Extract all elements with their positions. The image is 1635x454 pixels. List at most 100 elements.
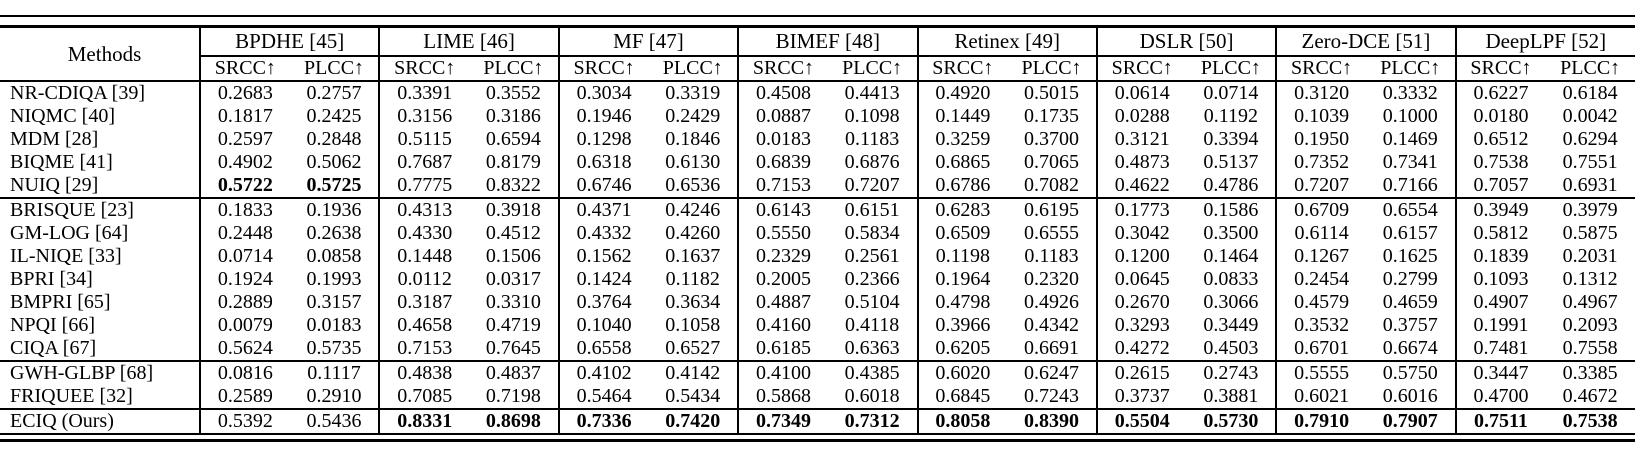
metric-header: PLCC↑ [1186,56,1277,82]
value-cell: 0.4330 [378,222,470,245]
value-cell: 0.7166 [1382,174,1438,196]
value-cell: 0.5834 [844,222,900,244]
metric-header: PLCC↑ [827,56,918,82]
value-cell: 0.4622 [1095,174,1187,198]
value-cell: 0.5730 [1186,408,1277,434]
value-cell: 0.3332 [1382,82,1438,104]
value-cell: 0.7207 [844,174,900,196]
value-cell: 0.1464 [1203,245,1259,267]
value-cell: 0.3532 [1275,314,1366,337]
value-cell: 0.7538 [1545,408,1635,434]
column-group-header: DSLR [50] [1095,28,1277,57]
value-cell: 0.6554 [1365,197,1456,222]
value-cell: 0.7481 [1454,337,1546,361]
value-cell: 0.1950 [1275,128,1366,151]
value-cell: 0.3449 [1203,314,1259,336]
value-cell: 0.1449 [916,105,1008,128]
value-cell: 0.7420 [648,408,739,434]
metric-header: PLCC↑ [648,56,739,82]
column-group-row: Methods BPDHE [45] LIME [46] MF [47] BIMEF … [0,28,1635,82]
metric-header: PLCC↑ [1007,56,1097,82]
value-cell: 0.4926 [1024,291,1080,313]
value-cell: 0.5464 [557,385,649,409]
value-cell: 0.1200 [1095,245,1187,268]
value-cell: 0.1946 [557,105,649,128]
table-row: ECIQ (Ours) 0.5392 0.5436 0.8331 0.8698 0.733… [0,408,1635,434]
value-cell: 0.7349 [737,408,828,434]
value-cell: 0.6195 [1007,197,1097,222]
value-cell: 0.1586 [1186,197,1277,222]
value-cell: 0.1117 [289,360,380,385]
value-cell: 0.3918 [469,197,559,222]
results-table: Methods BPDHE [45] LIME [46] MF [47] BIMEF … [0,28,1635,435]
value-cell: 0.3042 [1095,222,1187,245]
value-cell: 0.1625 [1382,245,1438,267]
table-row: FRIQUEE [32] 0.2589 0.2910 0.7085 0.7198 0.54… [0,385,1635,409]
value-cell: 0.4837 [469,360,559,385]
value-cell: 0.4272 [1095,337,1187,361]
value-cell: 0.4332 [557,222,649,245]
value-cell: 0.7558 [1562,337,1618,359]
value-cell: 0.5062 [306,151,362,173]
value-cell: 0.2848 [306,128,362,150]
value-cell: 0.5750 [1365,360,1456,385]
value-cell: 0.0645 [1095,268,1187,291]
value-cell: 0.0288 [1095,105,1187,128]
value-cell: 0.4385 [827,360,918,385]
value-cell: 0.3293 [1095,314,1187,337]
value-cell: 0.6185 [737,337,828,361]
value-cell: 0.4102 [557,360,649,385]
table-row: BPRI [34] 0.1924 0.1993 0.0112 0.0317 0.1424 0… [0,268,1635,291]
value-cell: 0.4700 [1454,385,1546,409]
table-row: GWH-GLBP [68] 0.0816 0.1117 0.4838 0.4837 0.4… [0,360,1635,385]
table-row: MDM [28] 0.2597 0.2848 0.5115 0.6594 0.1298 0.… [0,128,1635,151]
value-cell: 0.3186 [485,105,541,127]
method-cell: FRIQUEE [32] [10,385,133,407]
value-cell: 0.5436 [289,408,380,434]
value-cell: 0.4260 [665,222,721,244]
value-cell: 0.0816 [199,360,290,385]
top-rule-outer [0,15,1635,17]
value-cell: 0.5868 [737,385,828,409]
value-cell: 0.1312 [1562,268,1618,290]
metric-header: SRCC↑ [737,56,828,82]
column-group-header: BIMEF [48] [737,28,918,57]
value-cell: 0.3700 [1024,128,1080,150]
method-cell: BPRI [34] [10,268,93,290]
value-cell: 0.1936 [289,197,380,222]
value-cell: 0.1846 [665,128,721,150]
value-cell: 0.2683 [199,81,290,105]
value-cell: 0.3066 [1203,291,1259,313]
metric-header: PLCC↑ [1365,56,1456,82]
value-cell: 0.2366 [844,268,900,290]
value-cell: 0.5624 [199,337,290,361]
value-cell: 0.6151 [827,197,918,222]
value-cell: 0.2589 [199,385,290,409]
value-cell: 0.6876 [844,151,900,173]
value-cell: 0.0614 [1095,81,1187,105]
value-cell: 0.2093 [1562,314,1618,336]
value-cell: 0.7085 [378,385,470,409]
value-cell: 0.0180 [1454,105,1546,128]
value-cell: 0.2615 [1095,360,1187,385]
value-cell: 0.6318 [557,151,649,174]
value-cell: 0.6786 [916,174,1008,198]
table-row: BRISQUE [23] 0.1833 0.1936 0.4313 0.3918 0.43… [0,197,1635,222]
value-cell: 0.4838 [378,360,470,385]
value-cell: 0.1964 [916,268,1008,291]
table-body: NR-CDIQA [39] 0.2683 0.2757 0.3391 0.3552 0.3… [0,81,1635,434]
value-cell: 0.3394 [1203,128,1259,150]
top-rule-inner [0,25,1635,28]
value-cell: 0.6018 [844,385,900,407]
value-cell: 0.6016 [1382,385,1438,407]
value-cell: 0.1298 [557,128,649,151]
value-cell: 0.4142 [648,360,739,385]
value-cell: 0.2638 [306,222,362,244]
value-cell: 0.1183 [845,128,900,150]
value-cell: 0.1991 [1454,314,1546,337]
table-row: NR-CDIQA [39] 0.2683 0.2757 0.3391 0.3552 0.3… [0,81,1635,105]
value-cell: 0.4313 [378,197,470,222]
value-cell: 0.6865 [916,151,1008,174]
value-cell: 0.6839 [737,151,828,174]
value-cell: 0.1183 [1024,245,1079,267]
